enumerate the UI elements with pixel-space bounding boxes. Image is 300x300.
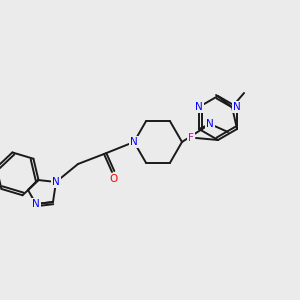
Text: N: N	[52, 177, 60, 187]
Text: O: O	[110, 174, 118, 184]
Text: N: N	[130, 137, 138, 147]
Text: N: N	[206, 119, 214, 129]
Text: N: N	[195, 102, 203, 112]
Text: F: F	[188, 133, 194, 143]
Text: N: N	[233, 102, 241, 112]
Text: N: N	[32, 199, 40, 209]
